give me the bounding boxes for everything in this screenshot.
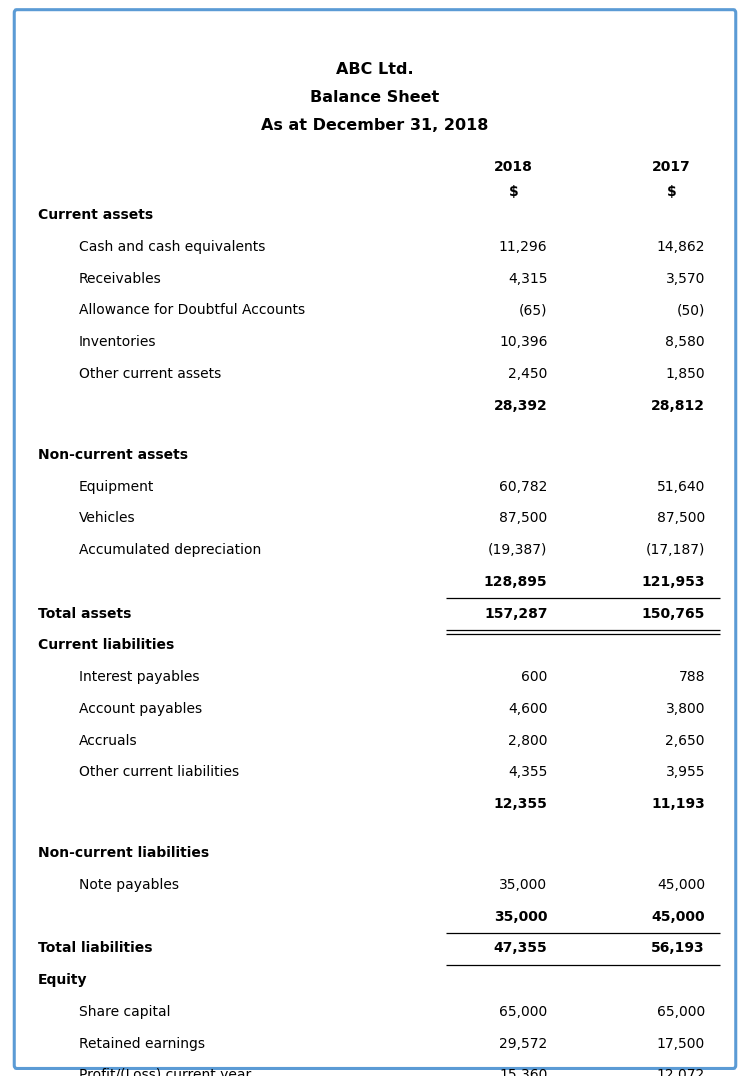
Text: 35,000: 35,000 [494,909,548,923]
Text: Receivables: Receivables [79,271,161,286]
Text: 2,800: 2,800 [508,734,548,748]
Text: 2,650: 2,650 [665,734,705,748]
Text: 12,072: 12,072 [657,1068,705,1076]
Text: Interest payables: Interest payables [79,670,200,684]
Text: 3,570: 3,570 [666,271,705,286]
Text: (17,187): (17,187) [646,543,705,557]
Text: Other current liabilities: Other current liabilities [79,765,239,779]
Text: 51,640: 51,640 [657,480,705,494]
Text: 87,500: 87,500 [657,511,705,525]
Text: 128,895: 128,895 [484,575,548,589]
Text: $: $ [666,184,676,199]
Text: Allowance for Doubtful Accounts: Allowance for Doubtful Accounts [79,303,304,317]
Text: Note payables: Note payables [79,878,178,892]
Text: Profit/(Loss) current year: Profit/(Loss) current year [79,1068,251,1076]
Text: Balance Sheet: Balance Sheet [310,90,440,105]
Text: (65): (65) [519,303,548,317]
Text: 3,800: 3,800 [665,702,705,716]
Text: Retained earnings: Retained earnings [79,1036,205,1050]
Text: 11,193: 11,193 [651,797,705,811]
Text: 47,355: 47,355 [494,942,548,955]
Text: 29,572: 29,572 [500,1036,548,1050]
Text: Non-current liabilities: Non-current liabilities [38,846,209,860]
Text: 600: 600 [521,670,548,684]
Text: As at December 31, 2018: As at December 31, 2018 [261,118,489,133]
Text: ABC Ltd.: ABC Ltd. [336,62,414,77]
Text: 28,392: 28,392 [494,398,548,413]
Text: 157,287: 157,287 [484,607,548,621]
Text: (19,387): (19,387) [488,543,548,557]
Text: Accruals: Accruals [79,734,137,748]
Text: Share capital: Share capital [79,1005,170,1019]
Text: Equipment: Equipment [79,480,154,494]
Text: 28,812: 28,812 [651,398,705,413]
Text: 87,500: 87,500 [500,511,548,525]
Text: Total liabilities: Total liabilities [38,942,152,955]
Text: 60,782: 60,782 [500,480,548,494]
Text: 2018: 2018 [494,159,533,174]
Text: 35,000: 35,000 [500,878,548,892]
Text: 1,850: 1,850 [665,367,705,381]
Text: Inventories: Inventories [79,335,156,350]
Text: 3,955: 3,955 [665,765,705,779]
Text: Other current assets: Other current assets [79,367,221,381]
Text: Total assets: Total assets [38,607,130,621]
Text: 788: 788 [679,670,705,684]
FancyBboxPatch shape [14,10,736,1068]
Text: Accumulated depreciation: Accumulated depreciation [79,543,261,557]
Text: 14,862: 14,862 [656,240,705,254]
Text: 11,296: 11,296 [499,240,548,254]
Text: 150,765: 150,765 [641,607,705,621]
Text: 121,953: 121,953 [641,575,705,589]
Text: Vehicles: Vehicles [79,511,135,525]
Text: 4,315: 4,315 [508,271,548,286]
Text: 56,193: 56,193 [651,942,705,955]
Text: 4,355: 4,355 [509,765,548,779]
Text: 4,600: 4,600 [508,702,548,716]
Text: 8,580: 8,580 [665,335,705,350]
Text: 65,000: 65,000 [657,1005,705,1019]
Text: $: $ [509,184,519,199]
Text: Equity: Equity [38,973,87,987]
Text: Current liabilities: Current liabilities [38,638,174,652]
Text: 65,000: 65,000 [500,1005,548,1019]
Text: (50): (50) [676,303,705,317]
Text: Current assets: Current assets [38,208,153,223]
Text: Non-current assets: Non-current assets [38,448,188,462]
Text: 2,450: 2,450 [509,367,548,381]
Text: 12,355: 12,355 [494,797,548,811]
Text: 10,396: 10,396 [499,335,548,350]
Text: 15,360: 15,360 [500,1068,548,1076]
Text: 17,500: 17,500 [657,1036,705,1050]
Text: 45,000: 45,000 [651,909,705,923]
Text: Cash and cash equivalents: Cash and cash equivalents [79,240,266,254]
Text: Account payables: Account payables [79,702,202,716]
Text: 45,000: 45,000 [657,878,705,892]
Text: 2017: 2017 [652,159,691,174]
